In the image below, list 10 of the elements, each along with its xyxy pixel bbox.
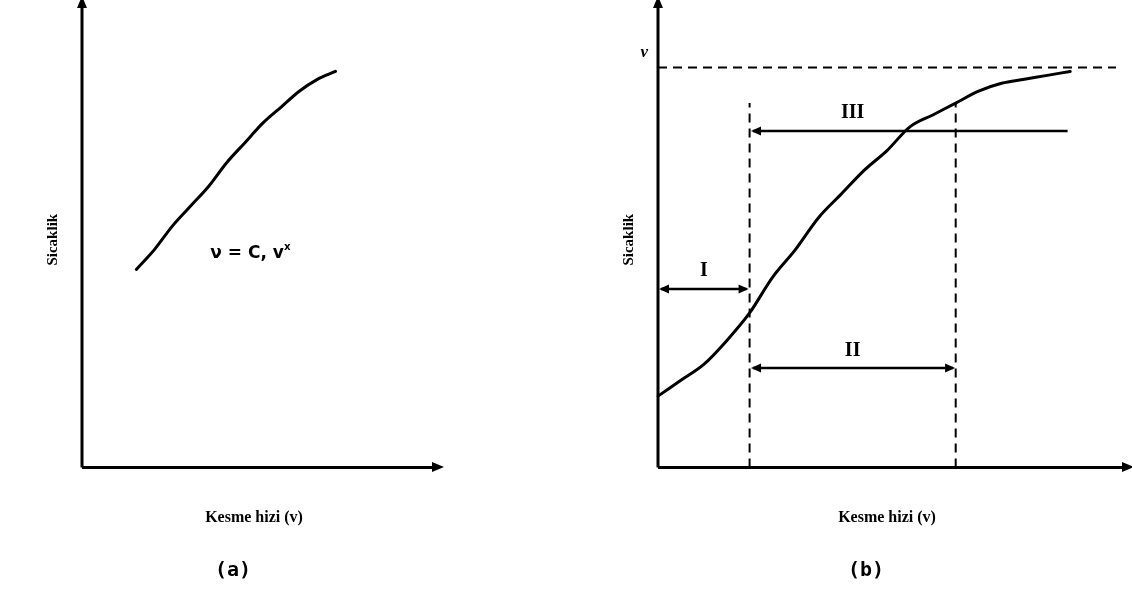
- annotation: III: [840, 99, 865, 122]
- ref-line-label: ν: [640, 42, 649, 62]
- annotation: I: [699, 258, 708, 281]
- y-axis-title: Sicaklik: [619, 213, 636, 266]
- text: (b): [847, 557, 885, 582]
- x-axis-title: Kesme hizi (v): [838, 507, 936, 526]
- x-axis-title: Kesme hizi (v): [205, 507, 303, 526]
- y-axis-title: Sicaklik: [43, 213, 60, 266]
- text: (a): [214, 557, 252, 582]
- annotation: II: [844, 337, 861, 360]
